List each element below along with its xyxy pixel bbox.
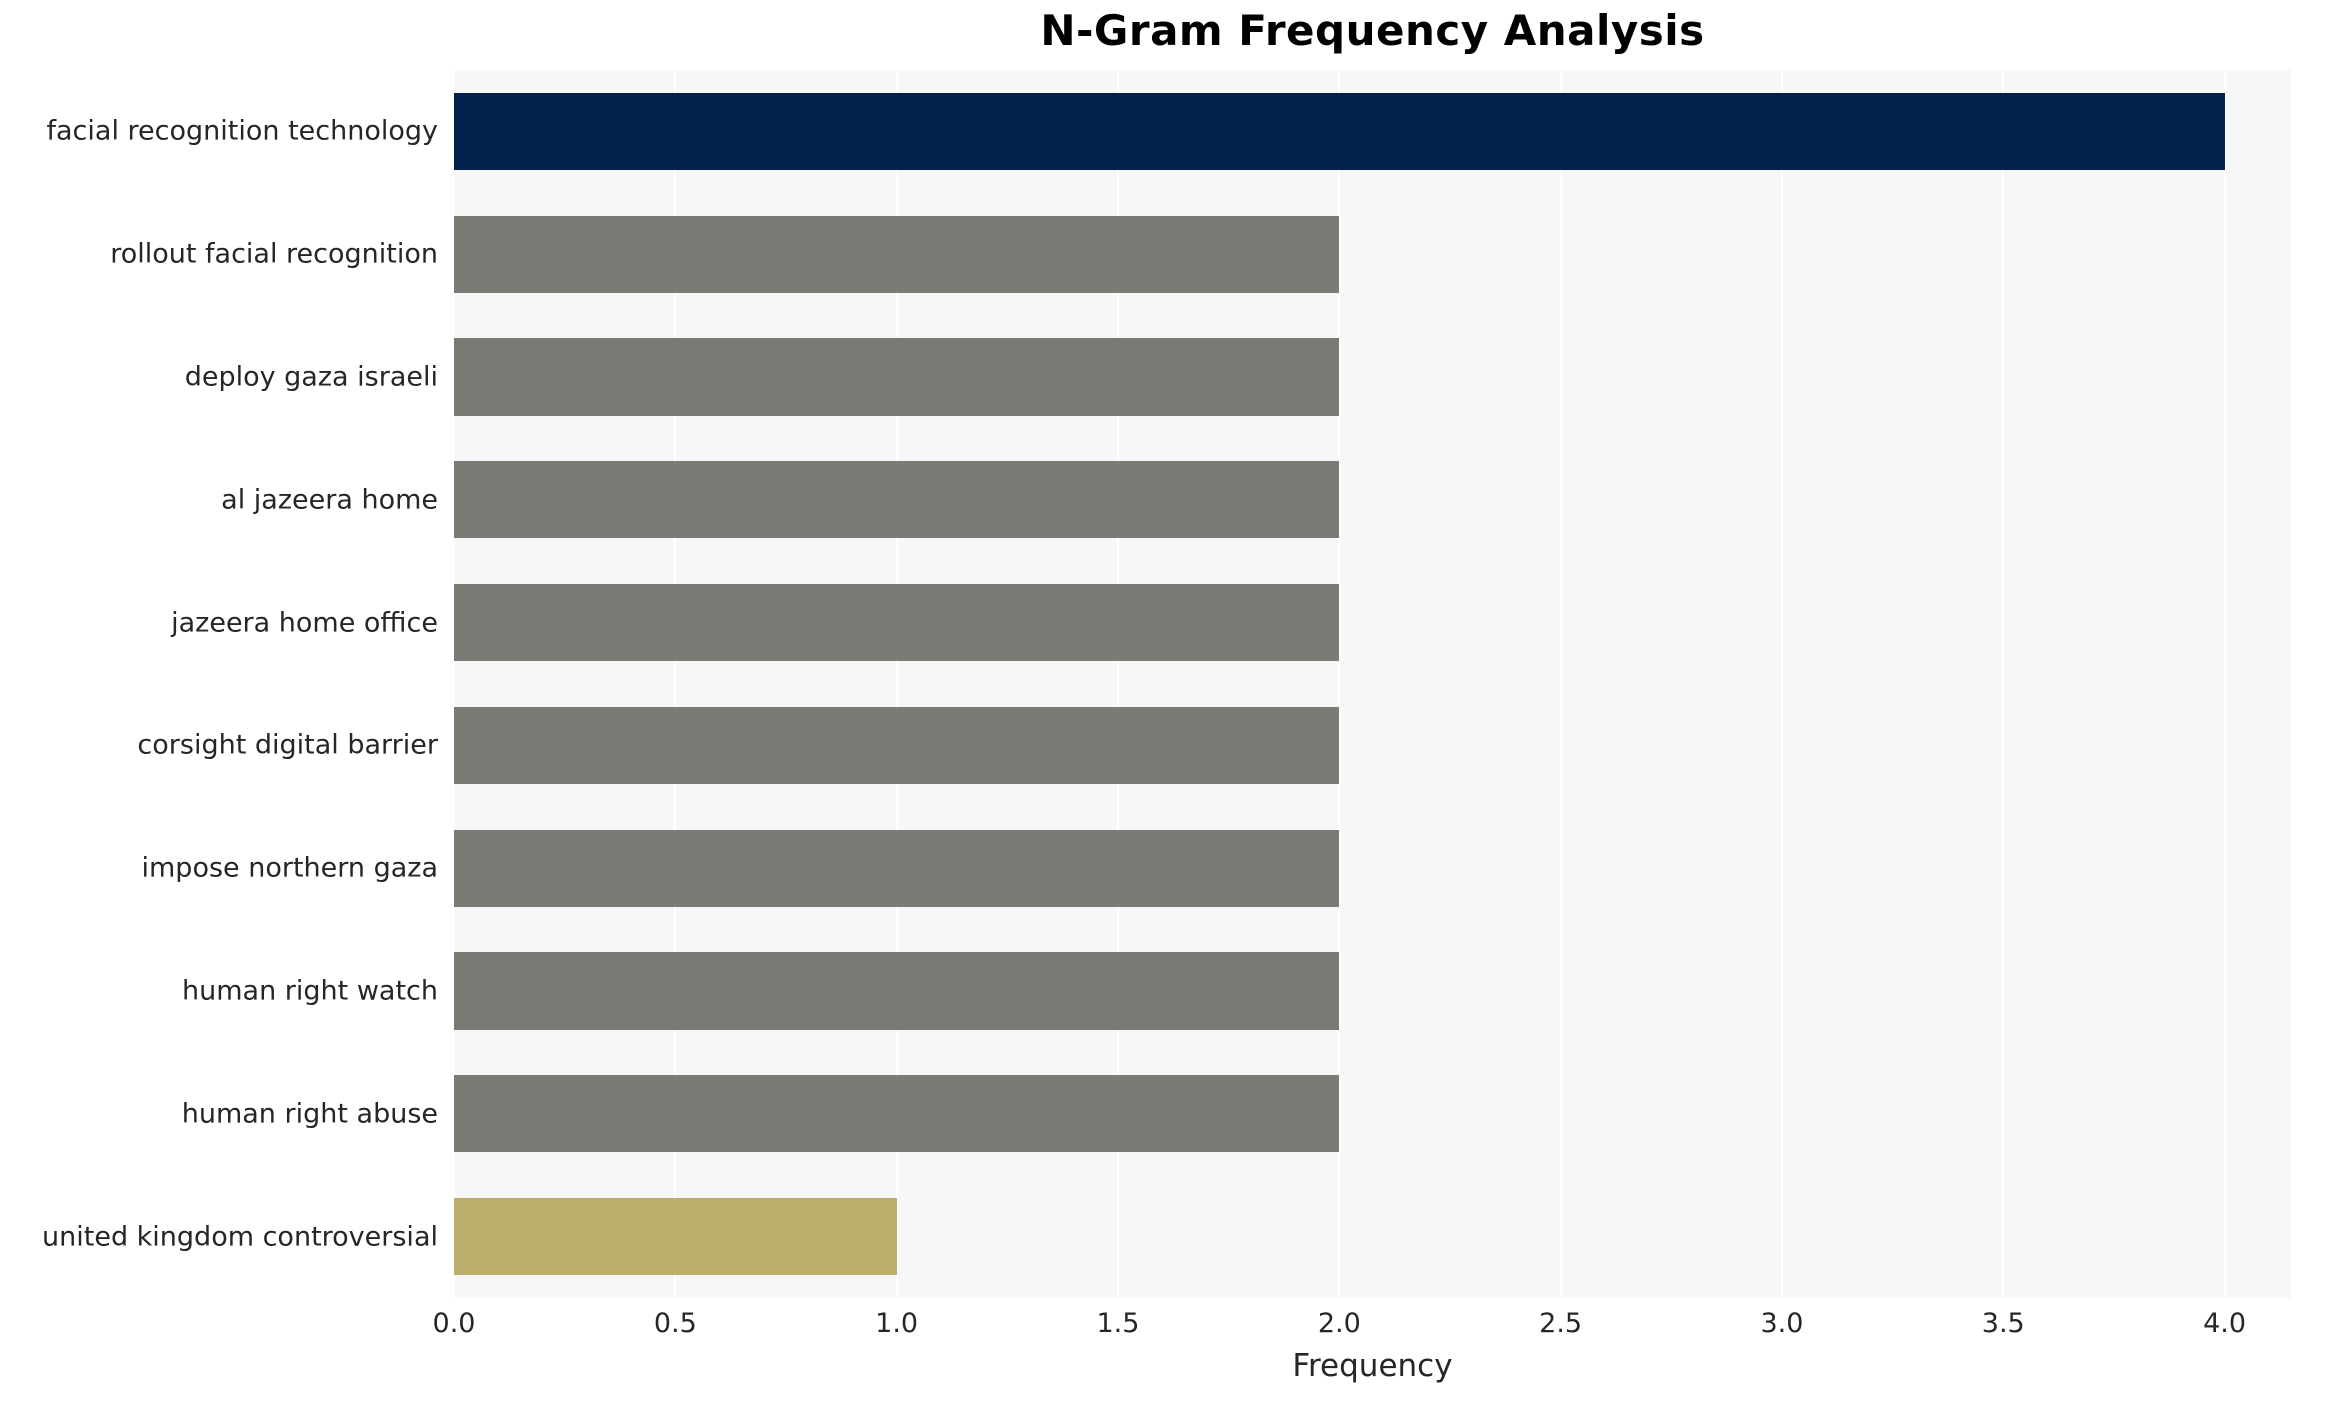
category-label: rollout facial recognition	[110, 238, 438, 270]
plot-area	[453, 70, 2291, 1298]
x-tick-label: 1.0	[875, 1308, 919, 1339]
x-axis-ticks: 0.0 0.5 1.0 1.5 2.0 2.5 3.0 3.5 4.0	[433, 1308, 2291, 1344]
bar	[454, 461, 1340, 539]
gridline	[1116, 70, 1119, 1298]
category-label: human right watch	[182, 975, 438, 1007]
x-tick-label: 1.5	[1096, 1308, 1140, 1339]
x-tick-label: 4.0	[2203, 1308, 2247, 1339]
bar	[454, 215, 1340, 293]
x-tick-label: 3.0	[1760, 1308, 1804, 1339]
gridline	[1780, 70, 1783, 1298]
gridline	[895, 70, 898, 1298]
chart-title: N-Gram Frequency Analysis	[1040, 6, 1705, 55]
x-tick-label: 3.5	[1981, 1308, 2025, 1339]
category-label: al jazeera home	[221, 484, 438, 516]
category-label: jazeera home office	[171, 607, 438, 639]
bar	[454, 1075, 1340, 1153]
bar	[454, 583, 1340, 662]
gridline	[2002, 70, 2005, 1298]
gridline	[1559, 70, 1562, 1298]
gridline	[1338, 70, 1341, 1298]
category-label: impose northern gaza	[141, 852, 439, 884]
bar	[454, 706, 1340, 785]
x-tick-label: 2.5	[1539, 1308, 1583, 1339]
bar	[454, 952, 1340, 1030]
category-label: human right abuse	[181, 1098, 438, 1130]
category-label: facial recognition technology	[46, 115, 439, 147]
category-label: deploy gaza israeli	[184, 361, 438, 393]
bar	[454, 338, 1340, 416]
category-label: corsight digital barrier	[137, 729, 438, 761]
x-tick-label: 2.0	[1317, 1308, 1361, 1339]
bar	[454, 1197, 897, 1276]
y-axis-category-labels: facial recognition technology rollout fac…	[0, 70, 446, 1298]
x-axis-label: Frequency	[1292, 1348, 1453, 1384]
gridline	[453, 70, 455, 1298]
bar	[454, 92, 2225, 171]
x-tick-label: 0.0	[432, 1308, 476, 1339]
x-tick-label: 0.5	[653, 1308, 697, 1339]
gridline	[2223, 70, 2226, 1298]
gridline	[674, 70, 677, 1298]
bar	[454, 829, 1340, 907]
category-label: united kingdom controversial	[42, 1221, 438, 1253]
